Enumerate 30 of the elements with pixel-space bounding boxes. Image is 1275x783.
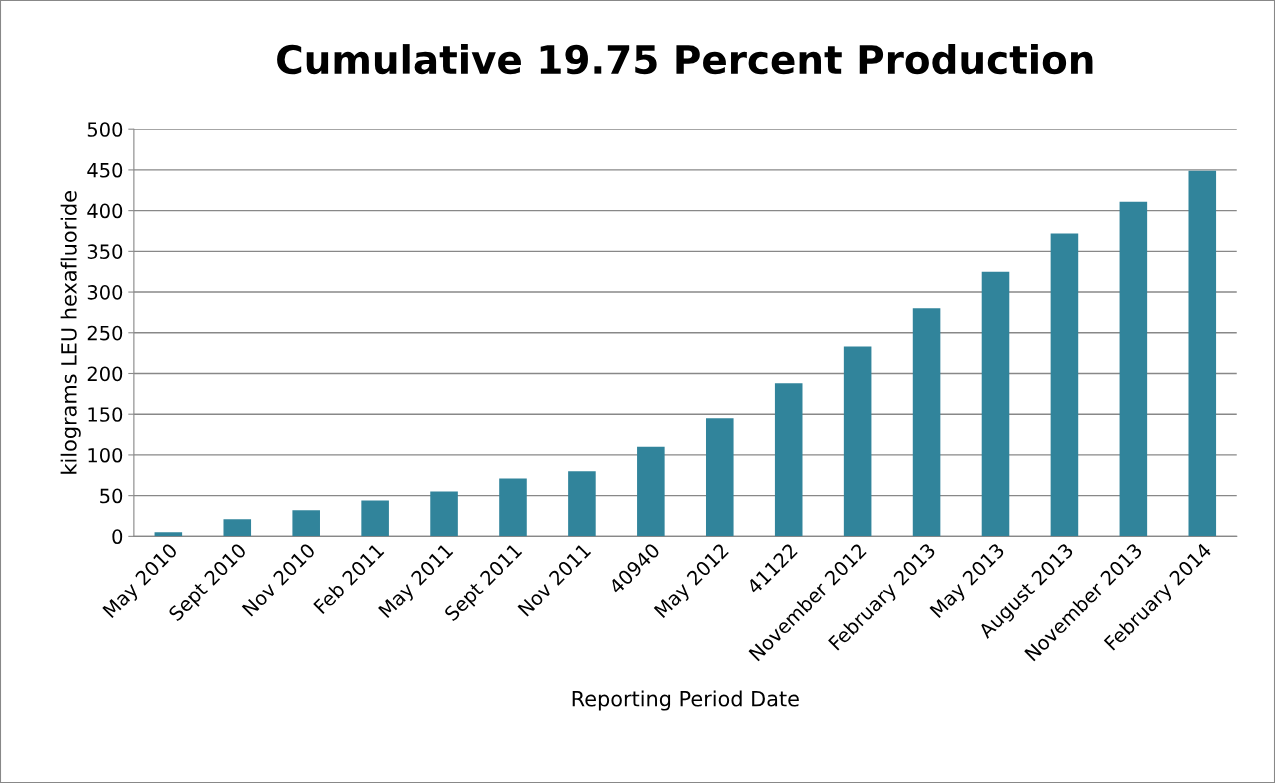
bar xyxy=(705,418,734,537)
bar xyxy=(843,346,872,537)
chart-title: Cumulative 19.75 Percent Production xyxy=(277,44,1093,75)
y-tick-label: 350 xyxy=(87,244,123,260)
bar xyxy=(154,532,183,537)
y-tick-label: 100 xyxy=(88,447,123,463)
bar xyxy=(637,446,665,537)
y-tick-label: 400 xyxy=(87,203,123,219)
bar xyxy=(430,491,458,537)
y-tick-label: 300 xyxy=(87,285,123,300)
y-tick-label: 250 xyxy=(87,325,123,341)
y-tick-label: 150 xyxy=(88,407,123,422)
y-tick-label: 450 xyxy=(87,162,123,178)
bar xyxy=(223,519,252,537)
bar xyxy=(361,500,389,537)
y-axis-title: kilograms LEU hexafluoride xyxy=(60,191,81,474)
y-tick-label: 200 xyxy=(87,366,123,382)
bar xyxy=(1050,233,1079,537)
x-axis-title: Reporting Period Date xyxy=(572,690,799,711)
y-tick-label: 500 xyxy=(87,122,123,137)
bar xyxy=(292,510,320,537)
y-tick-label: 50 xyxy=(100,488,123,504)
bar xyxy=(981,271,1010,537)
bar xyxy=(1188,170,1217,537)
bar xyxy=(912,308,941,537)
bar xyxy=(774,383,803,537)
bar xyxy=(499,478,527,537)
bar xyxy=(1119,201,1148,537)
bar xyxy=(568,471,596,537)
y-tick-label: 0 xyxy=(112,529,123,545)
